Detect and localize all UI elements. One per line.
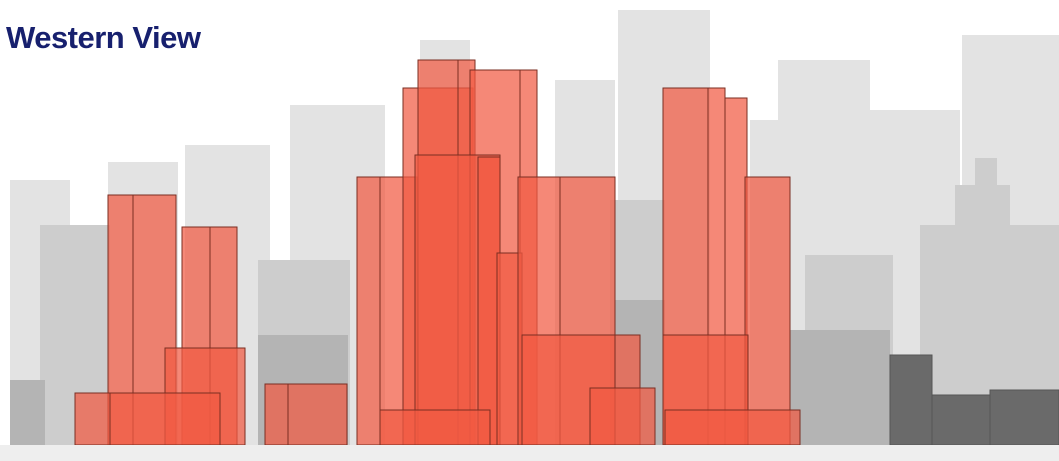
dark-buildings: [889, 354, 1059, 446]
highlighted-buildings: [74, 59, 801, 446]
title: Western View: [6, 20, 201, 55]
ground: [0, 445, 1059, 461]
